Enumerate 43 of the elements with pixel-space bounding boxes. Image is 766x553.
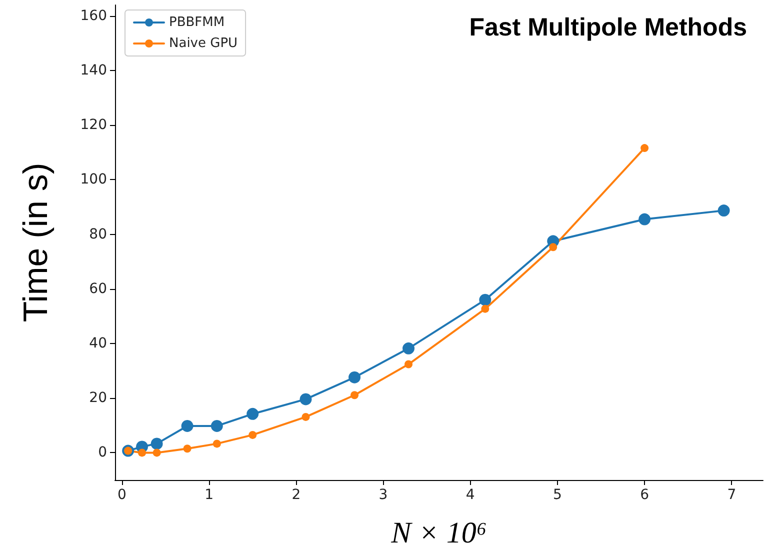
x-tick-label: 6 <box>640 487 650 503</box>
point <box>150 438 163 450</box>
point <box>350 391 359 400</box>
x-tick-label: 4 <box>466 487 475 503</box>
point <box>181 420 194 432</box>
point <box>302 412 310 421</box>
y-tick-label: 60 <box>89 280 107 297</box>
point <box>549 243 558 252</box>
legend-label: Naive GPU <box>169 36 238 51</box>
x-tick-label: 2 <box>292 487 301 503</box>
point <box>212 440 221 448</box>
x-tick-label: 7 <box>727 487 736 503</box>
y-tick-label: 20 <box>89 390 107 406</box>
y-tick-label: 120 <box>80 117 107 134</box>
y-tick-label: 160 <box>80 8 107 24</box>
x-tick-label: 1 <box>204 487 214 503</box>
point <box>481 304 490 313</box>
y-tick-label: 0 <box>98 444 107 461</box>
point <box>640 144 649 152</box>
point <box>718 204 730 217</box>
y-axis-title: Time (in s) <box>17 162 55 322</box>
x-tick-label: 0 <box>118 487 126 503</box>
point <box>404 360 413 368</box>
legend-label: PBBFMM <box>169 15 225 30</box>
y-tick-label: 80 <box>89 226 107 242</box>
point <box>210 420 223 432</box>
point <box>248 430 257 439</box>
chart-title: Fast Multipole Methods <box>469 14 748 42</box>
point <box>138 448 146 457</box>
x-tick-label: 5 <box>552 487 562 503</box>
point <box>402 342 415 354</box>
x-axis-title: N × 10⁶ <box>390 516 487 550</box>
x-tick-label: 3 <box>378 487 388 503</box>
point <box>348 371 361 384</box>
y-tick-label: 140 <box>80 62 107 79</box>
point <box>479 294 492 306</box>
point <box>152 448 161 457</box>
y-tick-label: 40 <box>89 336 107 352</box>
point <box>638 213 651 226</box>
point <box>300 393 312 406</box>
point <box>246 408 259 420</box>
y-tick-label: 100 <box>80 172 107 188</box>
point <box>183 444 192 453</box>
